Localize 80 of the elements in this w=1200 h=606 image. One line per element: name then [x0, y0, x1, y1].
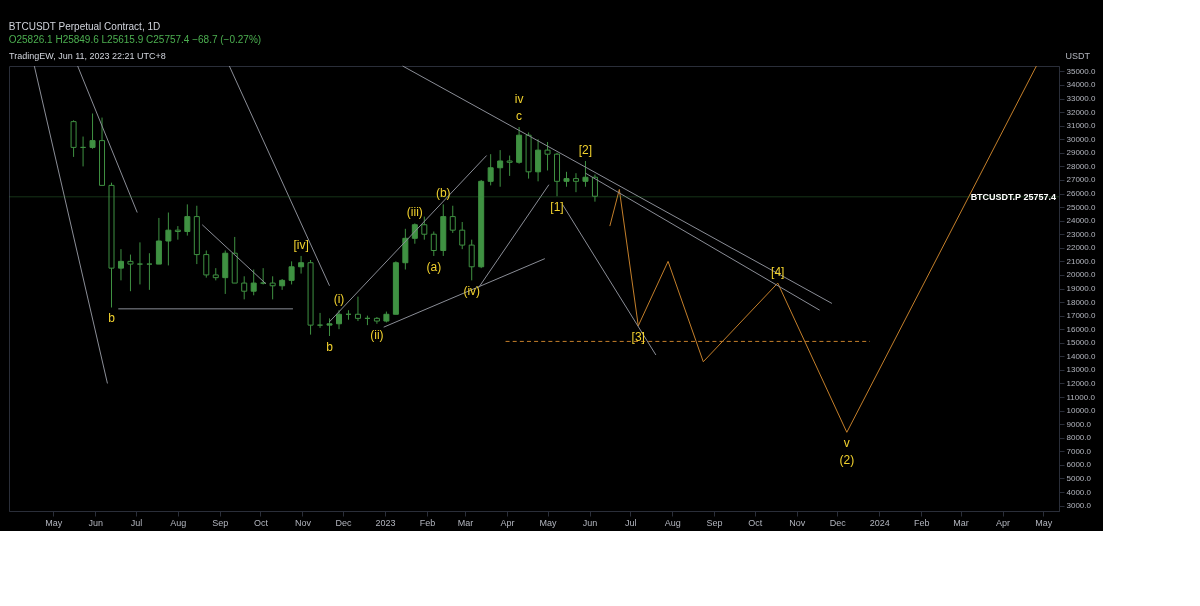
x-tick-label: 2024 [869, 517, 890, 528]
x-tick-label: Jul [130, 517, 143, 528]
y-axis-title: USDT [1065, 50, 1091, 61]
x-tick-label: Jun [582, 517, 598, 528]
x-tick-label: May [1035, 517, 1053, 528]
y-tick-label: 20000.0 [1066, 270, 1096, 280]
x-tick-label: Sep [212, 517, 229, 528]
annotation: [1] [550, 200, 564, 215]
annotation: (a) [426, 259, 442, 274]
y-tick-label: 30000.0 [1066, 134, 1096, 144]
annotation: b [108, 311, 116, 326]
y-tick-label: 18000.0 [1066, 297, 1096, 307]
annotation: v [843, 436, 850, 451]
annotation: (2) [839, 453, 855, 468]
y-tick-label: 3000.0 [1066, 501, 1092, 511]
annotation: [3] [631, 329, 645, 344]
x-tick-label: Apr [996, 517, 1011, 528]
x-tick-label: Mar [953, 517, 969, 528]
chart-title: BTCUSDT Perpetual Contract, 1D [8, 21, 161, 32]
y-tick-label: 27000.0 [1066, 175, 1096, 185]
annotation: (iii) [406, 205, 423, 220]
x-tick-label: Feb [914, 517, 930, 528]
x-tick-label: Nov [789, 517, 806, 528]
y-tick-label: 19000.0 [1066, 284, 1096, 293]
y-tick-label: 32000.0 [1066, 107, 1096, 117]
y-tick-label: 9000.0 [1066, 419, 1092, 429]
y-tick-label: 31000.0 [1066, 121, 1096, 131]
y-tick-label: 8000.0 [1066, 433, 1092, 443]
y-tick-label: 6000.0 [1066, 460, 1092, 470]
x-tick-label: Oct [253, 517, 269, 528]
annotation: [2] [578, 142, 593, 157]
annotation: (b) [435, 186, 451, 201]
y-tick-label: 23000.0 [1066, 229, 1096, 239]
x-tick-label: 2023 [375, 517, 396, 528]
y-tick-label: 16000.0 [1066, 324, 1096, 334]
x-tick-label: Jun [88, 517, 104, 528]
annotation: iv [514, 92, 524, 107]
x-tick-label: Apr [500, 517, 515, 528]
y-tick-label: 11000.0 [1066, 392, 1096, 402]
x-tick-label: May [539, 517, 558, 528]
annotation: [4] [771, 265, 785, 280]
y-tick-label: 10000.0 [1066, 406, 1096, 416]
y-tick-label: 28000.0 [1066, 161, 1096, 171]
y-tick-label: 33000.0 [1066, 94, 1096, 104]
x-tick-label: Sep [706, 517, 723, 528]
x-tick-label: May [45, 517, 63, 528]
x-tick-label: Dec [829, 517, 847, 528]
y-tick-label: 21000.0 [1066, 256, 1096, 266]
y-tick-label: 4000.0 [1066, 487, 1092, 497]
y-tick-label: 22000.0 [1066, 243, 1096, 253]
y-tick-label: 35000.0 [1066, 66, 1096, 76]
y-tick-label: 26000.0 [1066, 189, 1096, 199]
y-tick-label: 12000.0 [1066, 378, 1096, 388]
y-tick-label: 24000.0 [1066, 216, 1096, 226]
y-tick-label: 25000.0 [1066, 202, 1096, 212]
y-tick-label: 29000.0 [1066, 148, 1096, 158]
x-tick-label: Nov [294, 517, 312, 528]
y-tick-label: 7000.0 [1066, 446, 1092, 456]
x-tick-label: Mar [457, 517, 474, 528]
x-tick-label: Aug [170, 517, 187, 528]
annotation: (ii) [370, 327, 384, 342]
x-tick-label: Jul [624, 517, 637, 528]
chart-subtitle: O25826.1 H25849.6 L25615.9 C25757.4 −68.7 (−0.27%) [8, 34, 262, 45]
ref-line-label: BTCUSDT.P 25757.4 [970, 191, 1056, 202]
annotation: b [326, 339, 334, 354]
y-tick-label: 14000.0 [1066, 351, 1096, 361]
annotation: (i) [333, 292, 345, 307]
y-tick-label: 5000.0 [1066, 473, 1092, 483]
y-tick-label: 17000.0 [1066, 311, 1096, 321]
annotation: c [516, 109, 523, 124]
x-tick-label: Dec [335, 517, 353, 528]
y-tick-label: 34000.0 [1066, 80, 1096, 90]
y-tick-label: 15000.0 [1066, 338, 1096, 348]
x-tick-label: Feb [419, 517, 436, 528]
x-tick-label: Oct [748, 517, 763, 528]
x-tick-label: Aug [664, 517, 681, 528]
y-tick-label: 13000.0 [1066, 365, 1096, 375]
annotation: (iv) [463, 284, 481, 299]
annotation: [iv] [293, 237, 309, 252]
text: TradingEW, Jun 11, 2023 22:21 UTC+8 [9, 51, 166, 61]
